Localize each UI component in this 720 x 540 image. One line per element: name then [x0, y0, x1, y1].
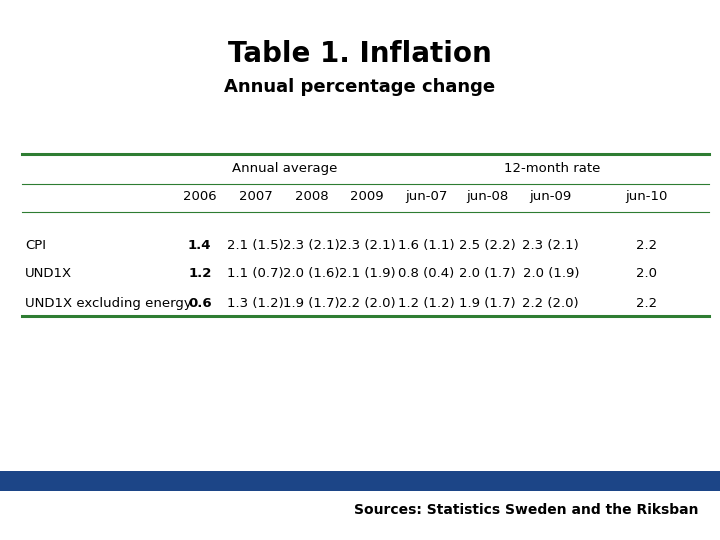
Text: jun-07: jun-07: [405, 190, 448, 203]
Text: UND1X excluding energy: UND1X excluding energy: [25, 297, 192, 310]
Text: 1.9 (1.7): 1.9 (1.7): [459, 297, 516, 310]
Text: 2.0 (1.9): 2.0 (1.9): [523, 267, 579, 280]
Text: 2.1 (1.9): 2.1 (1.9): [339, 267, 395, 280]
Text: 2.5 (2.2): 2.5 (2.2): [459, 239, 516, 252]
Text: 2007: 2007: [239, 190, 272, 203]
Text: jun-09: jun-09: [530, 190, 572, 203]
Text: 2.0 (1.6): 2.0 (1.6): [283, 267, 340, 280]
Text: Annual average: Annual average: [232, 162, 337, 175]
Text: UND1X: UND1X: [25, 267, 72, 280]
Text: 0.8 (0.4): 0.8 (0.4): [398, 267, 455, 280]
Text: 1.4: 1.4: [188, 239, 212, 252]
Text: 12-month rate: 12-month rate: [505, 162, 600, 175]
Text: 2.1 (1.5): 2.1 (1.5): [228, 239, 284, 252]
Text: 2.3 (2.1): 2.3 (2.1): [283, 239, 340, 252]
Text: 2008: 2008: [294, 190, 328, 203]
Text: jun-08: jun-08: [467, 190, 509, 203]
Text: 2.2: 2.2: [636, 239, 657, 252]
Text: 2.2: 2.2: [636, 297, 657, 310]
Text: 2.0 (1.7): 2.0 (1.7): [459, 267, 516, 280]
Text: Sources: Statistics Sweden and the Riksban: Sources: Statistics Sweden and the Riksb…: [354, 503, 698, 517]
Text: ⚙: ⚙: [644, 32, 662, 51]
Text: CPI: CPI: [25, 239, 46, 252]
Text: 1.2: 1.2: [188, 267, 212, 280]
Text: 1.1 (0.7): 1.1 (0.7): [228, 267, 284, 280]
Text: 2.3 (2.1): 2.3 (2.1): [523, 239, 579, 252]
Text: 1.9 (1.7): 1.9 (1.7): [283, 297, 340, 310]
Text: Table 1. Inflation: Table 1. Inflation: [228, 40, 492, 69]
Text: 2006: 2006: [183, 190, 217, 203]
Text: 1.2 (1.2): 1.2 (1.2): [398, 297, 455, 310]
Text: 2.0: 2.0: [636, 267, 657, 280]
Text: 1.3 (1.2): 1.3 (1.2): [228, 297, 284, 310]
Text: jun-10: jun-10: [625, 190, 667, 203]
Text: 1.6 (1.1): 1.6 (1.1): [398, 239, 455, 252]
Text: 2.2 (2.0): 2.2 (2.0): [339, 297, 395, 310]
Text: SVERIGES
RIKSBANK: SVERIGES RIKSBANK: [631, 68, 675, 87]
Text: Annual percentage change: Annual percentage change: [225, 78, 495, 96]
Text: 0.6: 0.6: [188, 297, 212, 310]
Text: 2.2 (2.0): 2.2 (2.0): [523, 297, 579, 310]
Text: 2009: 2009: [351, 190, 384, 203]
Text: 2.3 (2.1): 2.3 (2.1): [339, 239, 395, 252]
